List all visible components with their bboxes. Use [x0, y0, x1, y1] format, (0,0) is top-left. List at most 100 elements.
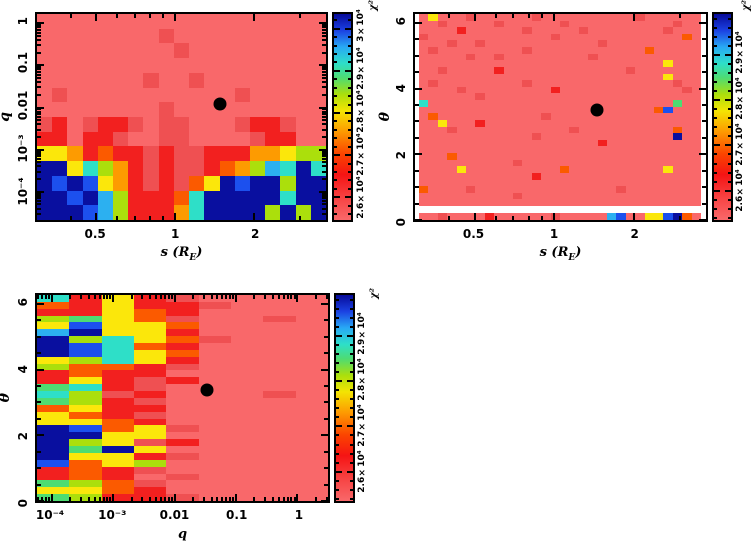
tick-mark: [37, 77, 41, 80]
heatmap-cell: [653, 213, 664, 220]
heatmap-cell: [682, 73, 692, 81]
heatmap-cell: [295, 58, 311, 73]
heatmap-cell: [133, 370, 167, 378]
heatmap-cell: [230, 404, 264, 412]
heatmap-cell: [644, 73, 654, 81]
heatmap-cell: [280, 43, 296, 59]
heatmap-cell: [280, 161, 296, 176]
heatmap-cell: [484, 192, 495, 200]
heatmap-cell: [522, 106, 532, 114]
heatmap-cell: [52, 58, 68, 73]
colorbar-tick-mark: [345, 196, 351, 199]
heatmap-cell: [653, 66, 664, 74]
heatmap-cell: [101, 487, 134, 495]
heatmap-cell: [437, 172, 448, 180]
heatmap-cell: [691, 106, 701, 114]
heatmap-cell: [219, 205, 235, 220]
heatmap-cell: [280, 205, 296, 220]
heatmap-cell: [635, 20, 645, 28]
heatmap-cell: [230, 425, 264, 433]
heatmap-cell: [559, 60, 570, 67]
heatmap-cell: [82, 146, 98, 162]
tick-mark: [93, 295, 96, 299]
heatmap-cell: [447, 146, 457, 153]
heatmap-cell: [447, 113, 457, 120]
heatmap-cell: [616, 172, 626, 180]
tick-mark: [324, 352, 328, 355]
heatmap-cell: [166, 425, 199, 433]
colorbar-tick-mark: [347, 470, 353, 473]
colorbar-tick-mark: [336, 308, 339, 310]
heatmap-cell: [263, 356, 296, 364]
heatmap-cell: [691, 146, 701, 153]
heatmap-cell: [419, 106, 429, 114]
heatmap-cell: [198, 452, 231, 460]
heatmap-cell: [234, 190, 250, 206]
colorbar-tick-label-text: 2.9×10⁴: [735, 31, 745, 74]
heatmap-cell: [101, 411, 134, 419]
heatmap-cell: [616, 146, 626, 153]
heatmap-cell: [550, 66, 560, 74]
heatmap-cell: [531, 86, 542, 94]
heatmap-cell: [295, 452, 328, 460]
heatmap-cell: [503, 60, 513, 67]
heatmap-cell: [635, 33, 645, 41]
heatmap-cell: [691, 27, 701, 34]
colorbar-tick-mark: [348, 128, 351, 131]
heatmap-cell: [437, 33, 448, 41]
colorbar-tick-mark: [345, 69, 351, 72]
heatmap-cell: [484, 80, 495, 87]
tick-mark: [174, 213, 177, 220]
heatmap-cell: [635, 126, 645, 134]
heatmap-cell: [249, 58, 266, 73]
tick-mark: [321, 302, 328, 305]
tick-mark: [44, 295, 47, 299]
heatmap-cell: [541, 60, 551, 67]
heatmap-cell: [37, 370, 70, 378]
heatmap-cell: [484, 86, 495, 94]
heatmap-cell: [204, 28, 220, 44]
heatmap-cell: [635, 146, 645, 153]
tick-mark: [37, 203, 41, 206]
colorbar-tick-mark: [334, 170, 337, 173]
heatmap-cell: [166, 329, 199, 337]
heatmap-cell: [456, 40, 466, 48]
tick-mark: [322, 194, 326, 197]
heatmap-cell: [437, 14, 448, 21]
heatmap-cell: [198, 418, 231, 426]
heatmap-cell: [198, 480, 231, 488]
y-tick-label-text: 10⁻³: [16, 134, 30, 163]
heatmap-cell: [682, 119, 692, 127]
heatmap-cell: [447, 199, 457, 206]
heatmap-cell: [644, 133, 654, 140]
heatmap-cell: [263, 425, 296, 433]
heatmap-cell: [456, 179, 466, 187]
heatmap-cell: [682, 146, 692, 153]
heatmap-cell: [419, 199, 429, 206]
heatmap-cell: [635, 86, 645, 94]
tick-mark: [494, 216, 497, 220]
heatmap-cell: [616, 100, 626, 107]
heatmap-cell: [113, 146, 129, 162]
heatmap-cell: [494, 27, 504, 34]
heatmap-cell: [265, 146, 281, 162]
tick-mark: [37, 24, 41, 27]
tick-mark: [37, 158, 41, 160]
heatmap-cell: [606, 27, 617, 34]
colorbar-tick-mark: [334, 128, 337, 131]
heatmap-cell: [428, 146, 438, 153]
heatmap-cell: [465, 40, 476, 48]
heatmap-cell: [484, 199, 495, 206]
tick-mark: [324, 319, 328, 322]
heatmap-cell: [541, 199, 551, 206]
heatmap-cell: [295, 116, 311, 132]
heatmap-cell: [265, 190, 281, 206]
heatmap-cell: [219, 43, 235, 59]
tick-mark: [415, 136, 419, 139]
heatmap-cell: [295, 404, 328, 412]
colorbar-tick-mark: [348, 213, 351, 216]
heatmap-cell: [663, 86, 673, 94]
colorbar-tick-mark: [714, 108, 717, 111]
heatmap-cell: [143, 87, 159, 103]
heatmap-cell: [230, 397, 264, 405]
